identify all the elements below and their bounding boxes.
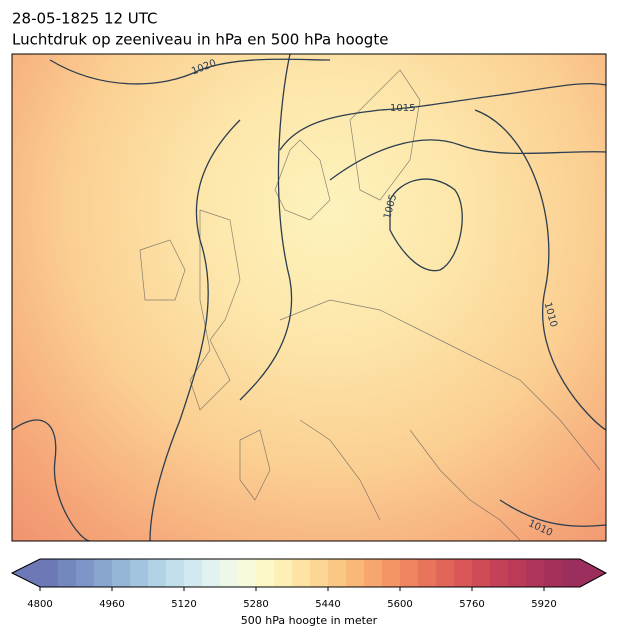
colorbar-segment [400, 559, 419, 587]
map-background [12, 54, 606, 541]
isobar [12, 419, 91, 541]
colorbar-segment [310, 559, 329, 587]
colorbar-segment [544, 559, 563, 587]
colorbar-segment [382, 559, 401, 587]
colorbar-segment [256, 559, 275, 587]
colorbar-segment [130, 559, 149, 587]
colorbar-segment [148, 559, 167, 587]
colorbar-segment [40, 559, 59, 587]
colorbar-segment [166, 559, 185, 587]
isobar [499, 499, 606, 527]
map-frame [11, 53, 607, 542]
isobar [329, 139, 606, 181]
colorbar-segment [94, 559, 113, 587]
colorbar-tick-label: 5600 [387, 599, 412, 610]
colorbar-segment [292, 559, 311, 587]
colorbar-segment [328, 559, 347, 587]
isobar [389, 178, 463, 272]
coastline [139, 69, 601, 541]
colorbar-segment [508, 559, 527, 587]
colorbar-segment [76, 559, 95, 587]
isobar [239, 54, 606, 401]
map [12, 54, 606, 541]
date: 28-05-1825 12 UTC [12, 10, 158, 28]
colorbar-segment [220, 559, 239, 587]
colorbar-segment [562, 559, 581, 587]
contour-label: 1015 [390, 103, 415, 114]
colorbar-label: 500 hPa hoogte in meter [241, 614, 378, 627]
colorbar-segment [454, 559, 473, 587]
colorbar-segment [472, 559, 491, 587]
title: Luchtdruk op zeeniveau in hPa en 500 hPa… [12, 31, 388, 49]
colorbar-tick-label: 4800 [27, 599, 52, 610]
colorbar-segment [184, 559, 203, 587]
colorbar: 4800 4960 5120 5280 5440 5600 5760 5920 [10, 558, 608, 610]
colorbar-segment [436, 559, 455, 587]
colorbar-tick-label: 4960 [99, 599, 124, 610]
colorbar-segment [490, 559, 509, 587]
isobar [149, 119, 241, 541]
colorbar-segment [58, 559, 77, 587]
colorbar-tick-label: 5440 [315, 599, 340, 610]
colorbar-segment [238, 559, 257, 587]
isobar [474, 109, 606, 431]
colorbar-segment [112, 559, 131, 587]
isobar [49, 58, 331, 85]
colorbar-segment [346, 559, 365, 587]
colorbar-extend-low [12, 559, 40, 587]
colorbar-tick-label: 5280 [243, 599, 268, 610]
colorbar-segment [364, 559, 383, 587]
colorbar-segment [274, 559, 293, 587]
colorbar-tick-label: 5120 [171, 599, 196, 610]
colorbar-segment [526, 559, 545, 587]
colorbar-segment [418, 559, 437, 587]
colorbar-tick-label: 5760 [459, 599, 484, 610]
colorbar-segment [202, 559, 221, 587]
colorbar-extend-high [580, 559, 606, 587]
colorbar-tick-label: 5920 [531, 599, 556, 610]
